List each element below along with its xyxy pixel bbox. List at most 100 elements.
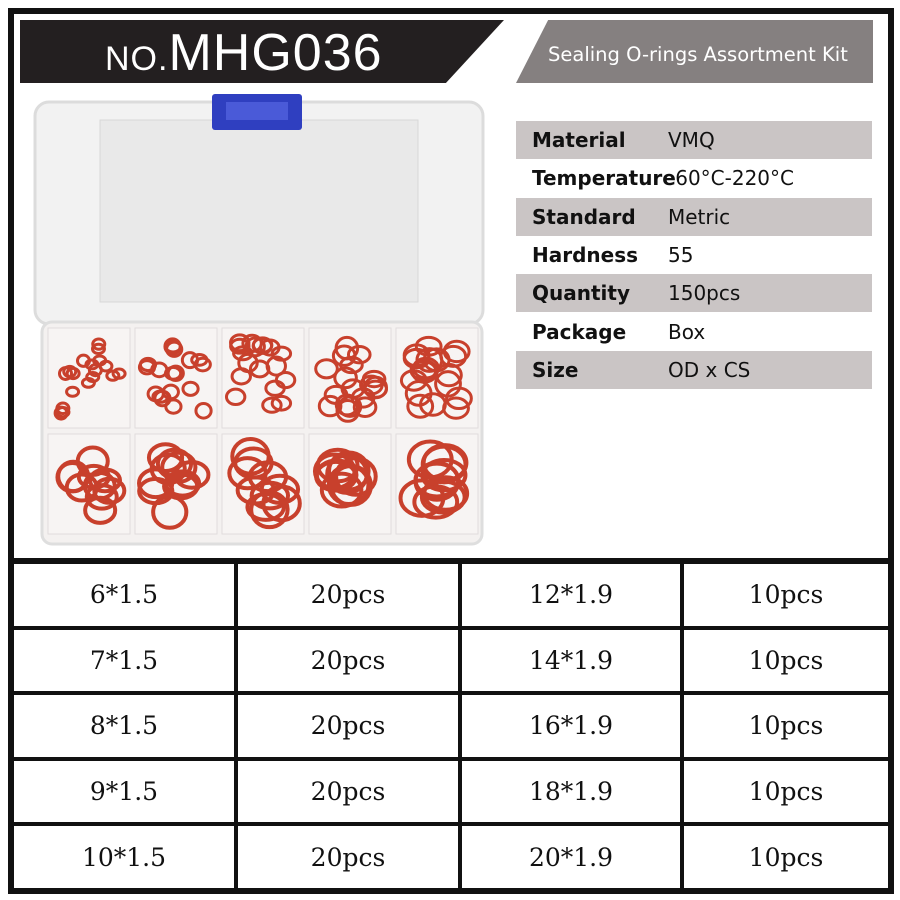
o-ring	[359, 374, 384, 396]
o-ring	[87, 363, 103, 378]
o-ring	[249, 480, 291, 511]
o-ring	[55, 405, 71, 419]
size-cell: 8*1.5	[14, 695, 234, 757]
o-ring	[434, 370, 462, 398]
o-ring	[62, 364, 78, 379]
o-ring	[83, 495, 118, 525]
quantity-cell: 10pcs	[684, 826, 888, 888]
size-cell: 6*1.5	[14, 564, 234, 626]
header-subtitle: Sealing O-rings Assortment Kit	[548, 43, 848, 66]
o-ring	[274, 370, 297, 390]
o-ring	[326, 450, 371, 492]
o-ring	[259, 473, 301, 505]
header-model-bar	[20, 20, 504, 83]
o-ring	[245, 492, 286, 522]
o-ring	[323, 384, 349, 405]
size-cell: 7*1.5	[14, 629, 234, 692]
o-ring	[194, 402, 213, 420]
spec-label: Hardness	[532, 243, 639, 268]
spec-row: Standard Metric	[516, 197, 872, 236]
o-ring	[233, 446, 274, 480]
o-ring	[398, 478, 446, 518]
o-ring	[137, 467, 175, 500]
o-ring	[190, 353, 209, 367]
o-ring	[160, 450, 198, 484]
o-ring	[346, 344, 372, 365]
spec-label: Package	[532, 319, 627, 344]
spec-value: VMQ	[668, 128, 715, 153]
spec-value: Box	[668, 319, 706, 344]
o-ring	[241, 333, 263, 353]
o-ring	[442, 396, 470, 420]
product-image-oring-box	[33, 94, 485, 546]
o-ring	[164, 398, 183, 415]
spec-value: 55	[668, 243, 694, 268]
size-table: 6*1.5 20pcs 12*1.9 10pcs 7*1.5 20pcs 14*1.9 10p…	[8, 558, 894, 894]
o-ring	[412, 356, 440, 380]
quantity-cell: 20pcs	[238, 695, 458, 757]
o-ring	[229, 337, 251, 355]
spec-row: Temperature -60°C-220°C	[516, 159, 872, 197]
o-ring	[244, 336, 266, 358]
spec-row: Size OD x CS	[516, 350, 872, 390]
o-ring	[91, 337, 107, 351]
o-ring	[363, 379, 389, 399]
spec-label: Standard	[532, 204, 636, 229]
spec-value: 150pcs	[668, 281, 741, 306]
spec-row: Package Box	[516, 312, 872, 350]
o-ring	[248, 359, 271, 379]
o-ring	[224, 387, 247, 407]
o-ring	[333, 366, 358, 390]
o-ring	[230, 367, 252, 386]
size-cell: 18*1.9	[462, 760, 680, 823]
spec-value: -60°C-220°C	[668, 166, 794, 191]
o-ring	[85, 370, 101, 383]
o-ring	[165, 340, 184, 358]
spec-value: Metric	[668, 204, 731, 229]
o-ring	[319, 471, 364, 509]
o-ring	[88, 467, 123, 494]
quantity-cell: 20pcs	[238, 760, 458, 823]
o-ring	[317, 394, 343, 418]
o-ring	[352, 396, 378, 419]
size-cell: 9*1.5	[14, 760, 234, 823]
spec-row: Hardness 55	[516, 236, 872, 274]
model-prefix: NO.	[105, 40, 169, 78]
o-ring	[314, 358, 339, 380]
spec-label: Material	[532, 128, 626, 153]
o-ring	[137, 476, 175, 506]
quantity-cell: 20pcs	[238, 564, 458, 626]
size-cell: 16*1.9	[462, 695, 680, 757]
o-ring	[90, 342, 106, 355]
spec-list: Material VMQ Temperature -60°C-220°C Standar…	[516, 121, 872, 390]
o-ring	[334, 456, 378, 497]
o-ring	[166, 364, 185, 383]
model-title: NO.MHG036	[105, 22, 383, 90]
o-ring	[105, 369, 121, 382]
o-ring	[419, 479, 467, 515]
spec-row: Quantity 150pcs	[516, 274, 872, 313]
o-ring	[56, 459, 91, 494]
o-ring	[420, 457, 468, 493]
quantity-cell: 10pcs	[684, 760, 888, 823]
spec-label: Temperature	[532, 166, 676, 191]
o-ring	[181, 380, 200, 397]
header-subtitle-bar	[516, 20, 873, 83]
quantity-cell: 10pcs	[684, 629, 888, 692]
o-ring	[137, 359, 157, 376]
size-cell: 12*1.9	[462, 564, 680, 626]
o-ring	[180, 351, 200, 370]
quantity-cell: 20pcs	[238, 826, 458, 888]
size-cell: 14*1.9	[462, 629, 680, 692]
quantity-cell: 20pcs	[238, 629, 458, 692]
o-ring	[404, 380, 433, 407]
size-cell: 20*1.9	[462, 826, 680, 888]
o-ring	[65, 385, 81, 398]
o-ring	[270, 394, 293, 412]
o-ring	[146, 385, 165, 403]
o-ring	[406, 393, 435, 419]
o-ring	[261, 396, 283, 414]
model-number: MHG036	[168, 24, 383, 82]
quantity-cell: 10pcs	[684, 564, 888, 626]
size-cell: 10*1.5	[14, 826, 234, 888]
